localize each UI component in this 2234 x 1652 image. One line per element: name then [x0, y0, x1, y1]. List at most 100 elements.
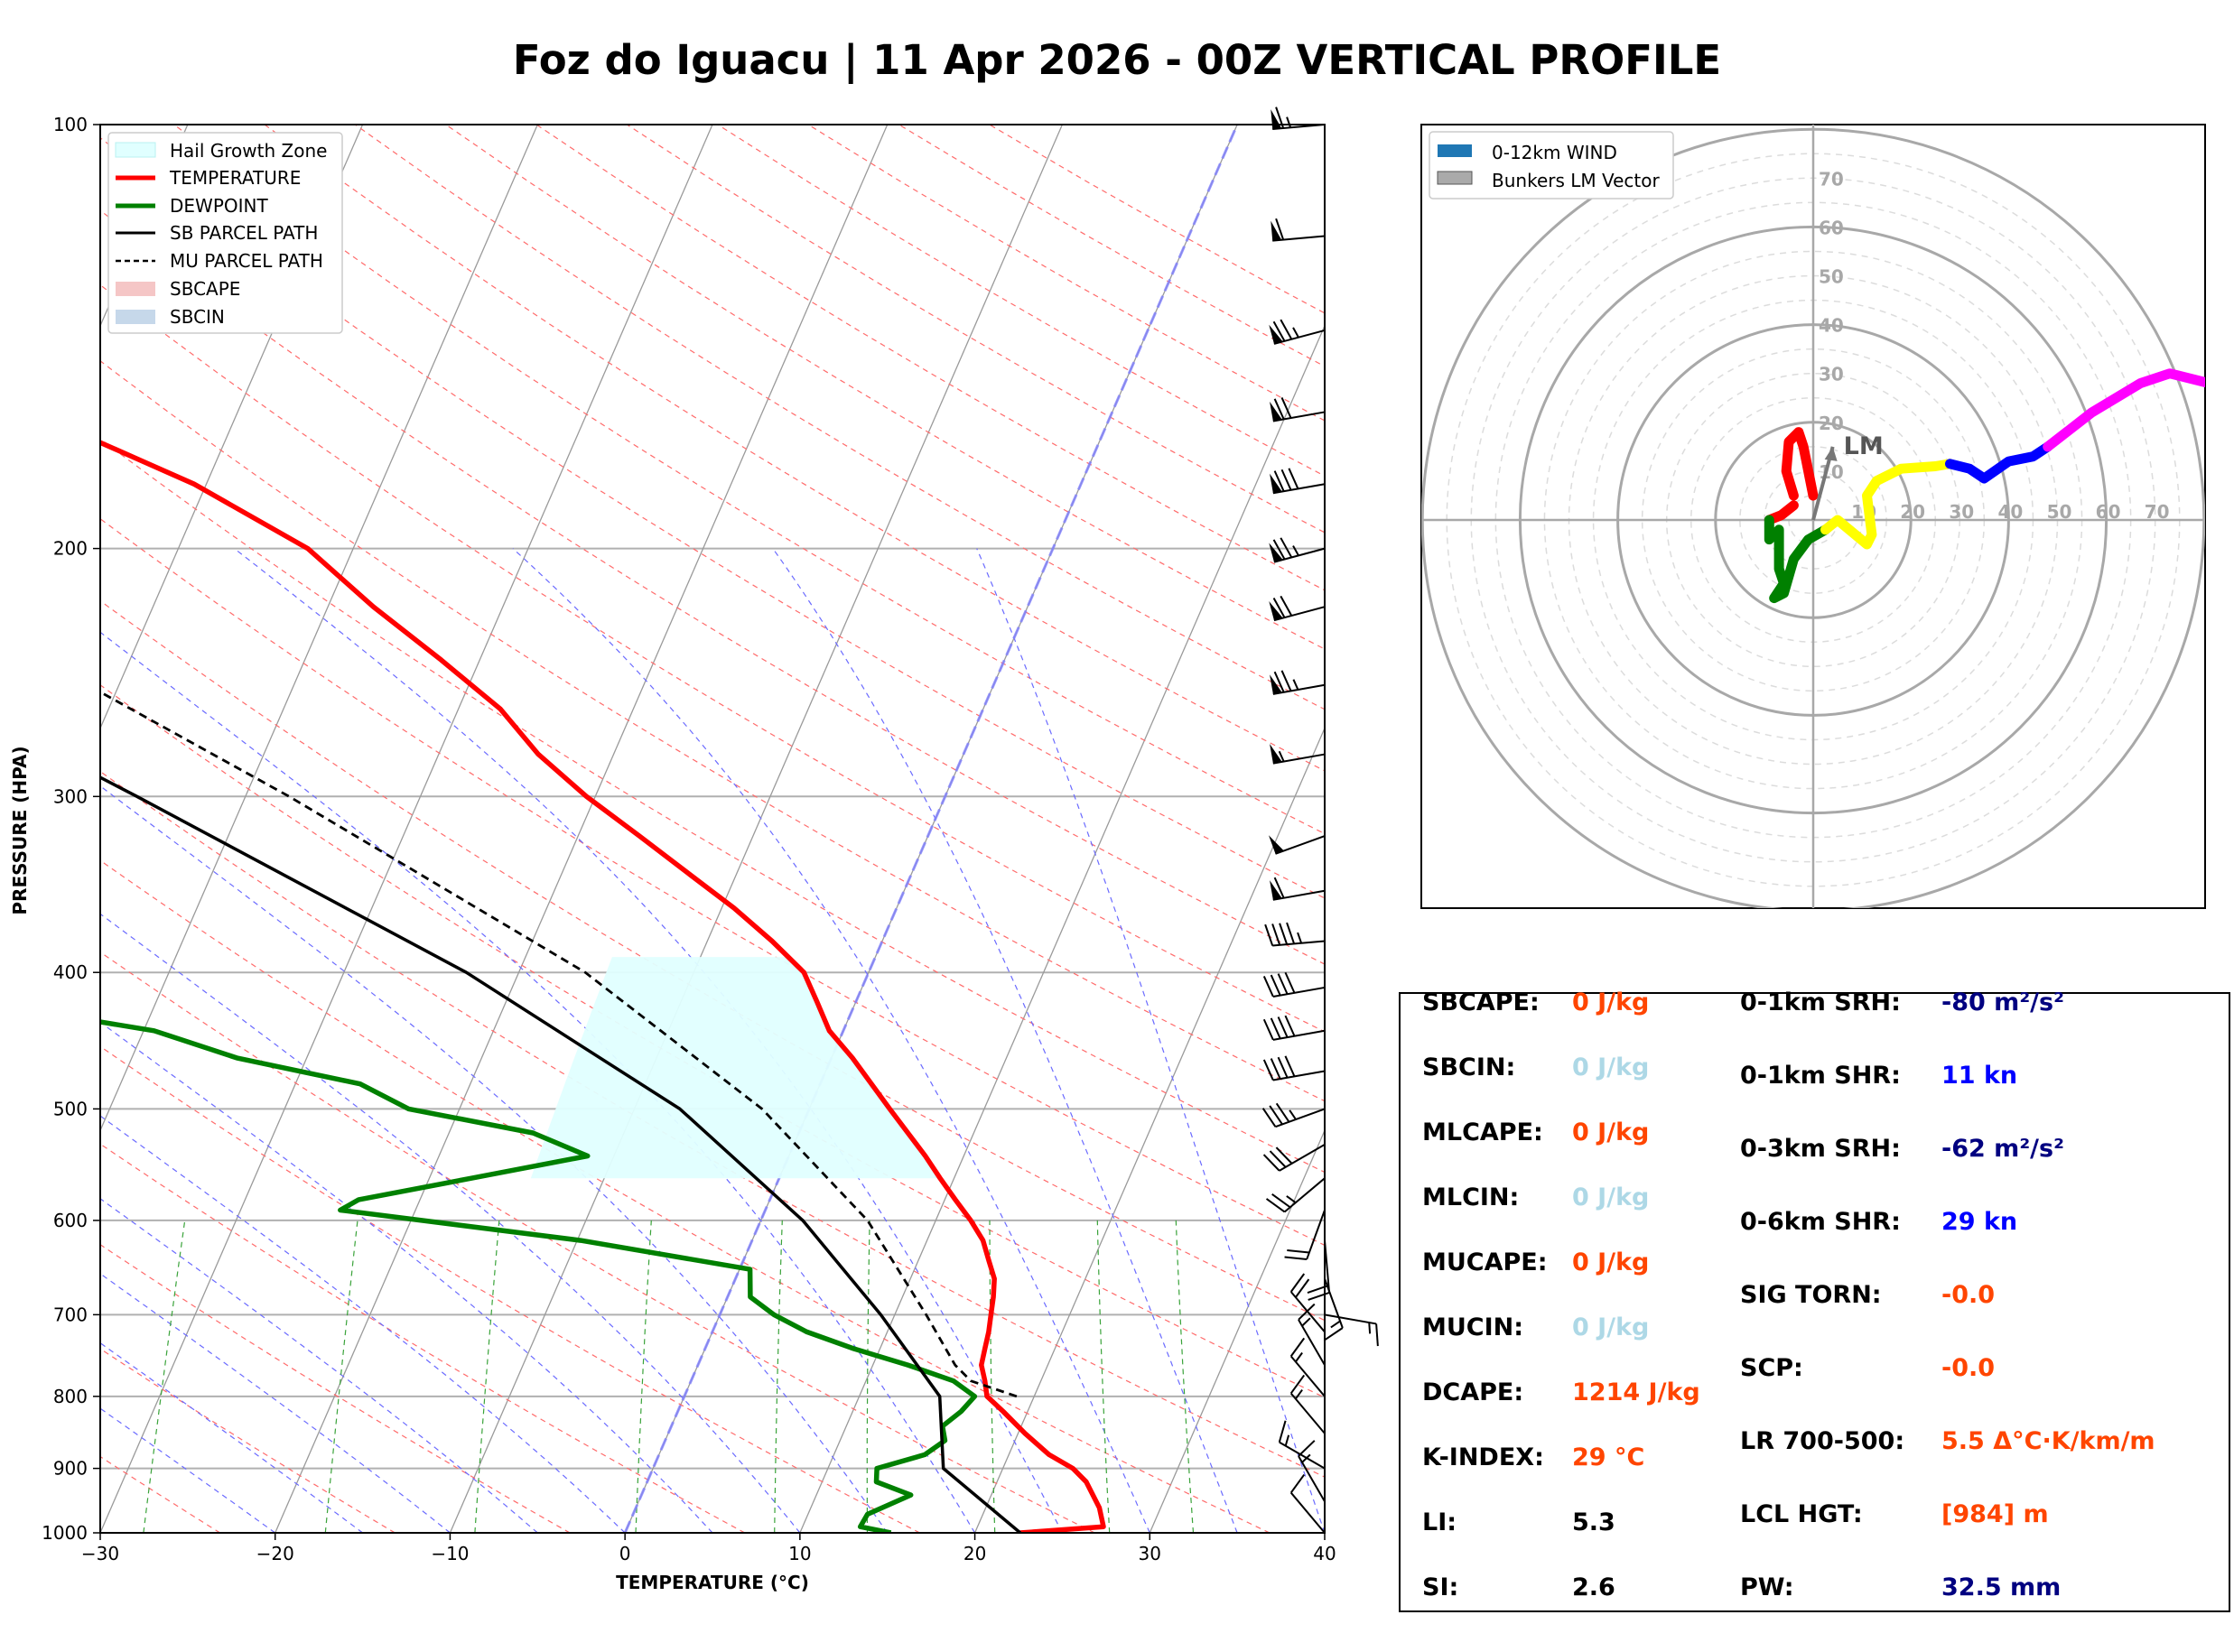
dry-adiabat-line: [100, 1045, 920, 1533]
mu-parcel-line: [100, 690, 1018, 1398]
wind-barb: [1289, 1374, 1326, 1434]
wind-barb-full: [1278, 1420, 1287, 1443]
stat-lr-value: 5.5 Δ°C·K/km/m: [1941, 1427, 2155, 1455]
mixing-ratio-line: [1096, 1220, 1111, 1533]
wind-barb-staff: [1279, 1441, 1326, 1470]
stat-sigtorn-label: SIG TORN:: [1740, 1281, 1882, 1309]
wind-barb-flag: [1270, 401, 1282, 422]
mixing-ratio-line: [143, 1220, 186, 1533]
page-title: Foz do Iguacu | 11 Apr 2026 - 00Z VERTIC…: [512, 36, 1722, 84]
wind-barb: [1262, 1055, 1326, 1081]
wind-barb-full: [1287, 1248, 1310, 1254]
wind-barb-flag: [1268, 835, 1284, 854]
wind-barb: [1268, 835, 1326, 855]
skewt-ylabel: PRESSURE (HPA): [9, 746, 31, 914]
wind-barb-full: [1295, 1278, 1310, 1298]
hodograph-segment: [1945, 441, 2053, 484]
dry-adiabat-line: [100, 1455, 221, 1533]
wind-barb-full: [1275, 1102, 1290, 1123]
wind-barb-full: [1262, 1059, 1274, 1081]
wind-barb-full: [1269, 1150, 1287, 1168]
wind-barb: [1271, 107, 1326, 131]
wind-barb-staff: [1289, 1291, 1326, 1333]
stat-li-value: 5.3: [1572, 1508, 1615, 1536]
hodograph-ring-label-y: 30: [1819, 364, 1844, 385]
wind-barb: [1298, 1440, 1326, 1502]
wind-barb-full: [1261, 1108, 1277, 1128]
wind-barb-flag: [1271, 109, 1282, 130]
wind-barb-full: [1289, 1337, 1306, 1357]
wind-barb: [1270, 743, 1326, 765]
wind-barb: [1289, 1473, 1326, 1534]
wind-barb-full: [1265, 1198, 1286, 1213]
temperature-tick-label: 40: [1313, 1543, 1336, 1564]
wind-barb-half: [1368, 1322, 1372, 1334]
isotherm-line: [100, 125, 364, 730]
wind-barb-half: [1284, 1434, 1290, 1446]
legend-label-sbcin: SBCIN: [170, 306, 225, 328]
stats-panel: SBCAPE: 0 J/kg SBCIN: 0 J/kg MLCAPE: 0 J…: [1399, 988, 2230, 1612]
wind-barb: [1265, 1177, 1326, 1213]
wind-barb-full: [1270, 1017, 1281, 1039]
dry-adiabat-line: [100, 951, 1095, 1533]
hodograph-ring-label-x: 60: [2096, 501, 2121, 523]
wind-barb-staff: [1272, 753, 1326, 765]
hodograph-ring-label-y: 50: [1819, 266, 1844, 288]
bunkers-lm-arrowhead: [1824, 446, 1838, 461]
wind-barb-staff: [1283, 1177, 1326, 1213]
stat-sbcape-value: 0 J/kg: [1572, 988, 1650, 1016]
temperature-tick-label: −20: [256, 1543, 294, 1564]
wind-barb: [1289, 1337, 1326, 1397]
dry-adiabat-line: [100, 438, 1325, 1174]
stat-shr01-label: 0-1km SHR:: [1740, 1062, 1901, 1090]
wind-barb-staff: [1272, 124, 1326, 131]
skewt-xlabel: TEMPERATURE (°C): [616, 1572, 809, 1593]
pressure-tick-label: 700: [53, 1304, 88, 1325]
wind-barb-staff: [1298, 1319, 1326, 1366]
stat-srh03-value: -62 m²/s²: [1941, 1135, 2064, 1163]
legend-label-sb-parcel: SB PARCEL PATH: [170, 222, 318, 244]
stat-mucape-value: 0 J/kg: [1572, 1248, 1650, 1276]
wind-barb-full: [1284, 1015, 1296, 1037]
stat-sbcin-value: 0 J/kg: [1572, 1053, 1650, 1081]
legend-label-hgz: Hail Growth Zone: [170, 140, 327, 162]
wind-barb-staff: [1324, 1240, 1331, 1293]
wind-barb: [1262, 1144, 1326, 1172]
pressure-tick-label: 600: [53, 1210, 88, 1231]
hail-growth-zone-fill: [530, 957, 941, 1179]
moist-adiabat-line: [234, 548, 1063, 1533]
stat-shr01-value: 11 kn: [1941, 1062, 2018, 1090]
moist-adiabat-line: [100, 1021, 713, 1533]
wind-barb-full: [1262, 1154, 1280, 1172]
stat-mucin-label: MUCIN:: [1422, 1313, 1524, 1341]
stat-dcape-label: DCAPE:: [1422, 1378, 1524, 1406]
wind-barb-full: [1288, 468, 1299, 489]
wind-barb-full: [1275, 1146, 1293, 1165]
mixing-ratio-line: [474, 1220, 500, 1533]
legend-swatch-sbcape: [116, 282, 155, 296]
wind-barb-flag: [1270, 743, 1282, 764]
wind-barb-staff: [1273, 547, 1326, 563]
stat-lr-label: LR 700-500:: [1740, 1427, 1905, 1455]
wind-barb-full: [1272, 320, 1286, 342]
isotherm-line: [100, 125, 538, 1132]
wind-barb-staff: [1324, 1313, 1377, 1325]
isotherm-line: [1149, 1128, 1325, 1533]
dry-adiabat-line: [100, 209, 1325, 965]
stat-kindex-value: 29 °C: [1572, 1443, 1645, 1471]
stat-mlcin-value: 0 J/kg: [1572, 1183, 1650, 1211]
stat-srh01-value: -80 m²/s²: [1941, 988, 2064, 1016]
wind-barb-half: [1292, 327, 1299, 339]
mixing-ratio-line: [866, 1220, 870, 1533]
wind-barb-full: [1269, 1105, 1283, 1126]
dry-adiabat-line: [100, 684, 1325, 1398]
legend-label-mu-parcel: MU PARCEL PATH: [170, 250, 323, 272]
wind-barb-full: [1286, 922, 1296, 944]
wind-barb: [1270, 670, 1326, 695]
wind-barb-half: [1286, 116, 1292, 128]
pressure-tick-label: 800: [53, 1386, 88, 1407]
mixing-ratio-line: [989, 1220, 996, 1533]
mixing-ratio-line: [774, 1220, 783, 1533]
wind-barb-staff: [1272, 986, 1326, 998]
wind-barb-full: [1273, 470, 1285, 492]
